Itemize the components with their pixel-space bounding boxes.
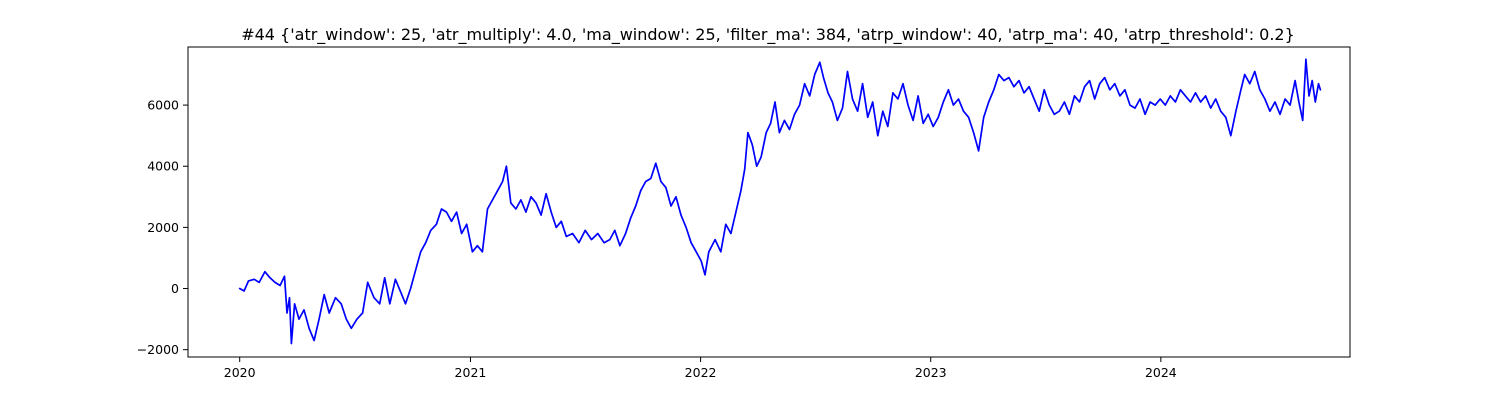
x-tick-label: 2023	[915, 365, 947, 380]
y-tick-label: 4000	[147, 159, 179, 174]
plot-frame	[187, 46, 1351, 358]
series-line-1	[238, 58, 1322, 345]
chart-title: #44 {'atr_window': 25, 'atr_multiply': 4…	[241, 25, 1295, 45]
y-tick-label: 2000	[147, 220, 179, 235]
x-axis: 2020 2021 2022 2023 2024	[224, 357, 1177, 380]
y-tick-label: −2000	[137, 342, 179, 357]
x-tick-label: 2021	[455, 365, 487, 380]
axes-layer	[187, 46, 1351, 358]
x-tick-label: 2024	[1145, 365, 1177, 380]
x-tick-label: 2020	[224, 365, 256, 380]
y-tick-label: 6000	[147, 98, 179, 113]
series-layer	[238, 58, 1322, 345]
y-axis: −2000 0 2000 4000 6000	[137, 98, 188, 357]
y-tick-label: 0	[171, 281, 179, 296]
x-tick-label: 2022	[685, 365, 717, 380]
